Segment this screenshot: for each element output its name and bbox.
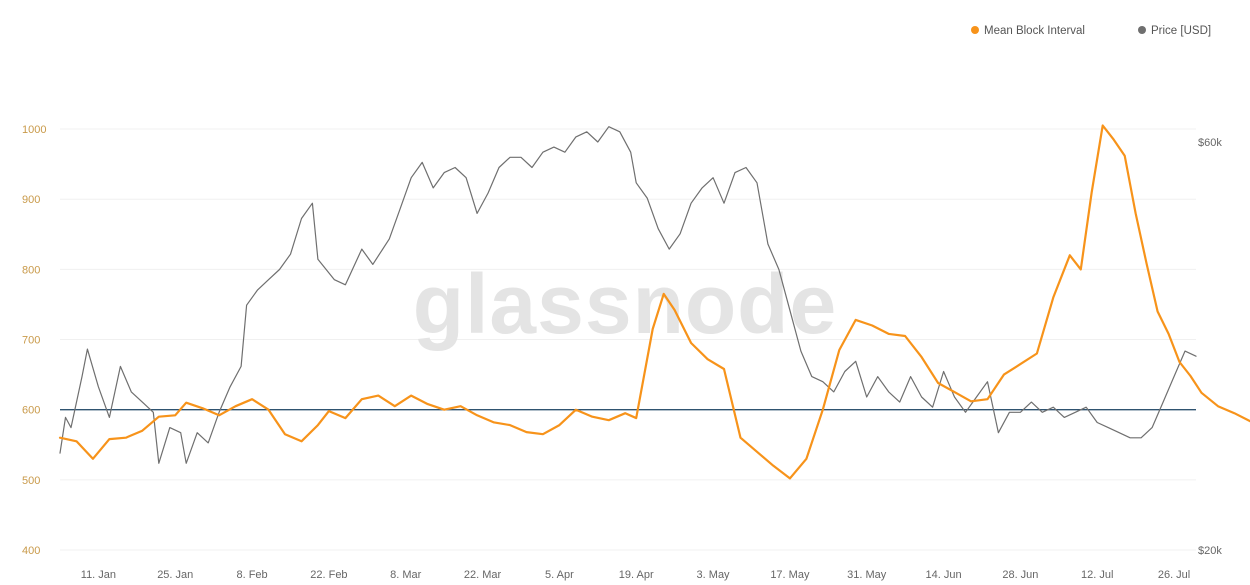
x-tick-label: 3. May — [697, 569, 731, 581]
y-left-tick-label: 1000 — [22, 124, 46, 136]
legend-label: Price [USD] — [1151, 25, 1211, 37]
y-left-tick-label: 600 — [22, 405, 40, 417]
x-tick-label: 19. Apr — [619, 569, 654, 581]
series-layer — [58, 124, 1250, 480]
watermark-logo: glassnode — [413, 257, 837, 351]
series-line-price-usd[interactable] — [59, 126, 1197, 464]
x-tick-label: 8. Feb — [236, 569, 267, 581]
x-tick-label: 31. May — [847, 569, 887, 581]
y-left-tick-label: 800 — [22, 264, 40, 276]
x-tick-label: 8. Mar — [390, 569, 422, 581]
y-right-tick-label: $60k — [1198, 137, 1222, 149]
x-tick-label: 12. Jul — [1081, 569, 1113, 581]
axis-labels: 11. Jan 25. Jan 8. Feb 22. Feb 8. Mar 22. Mar… — [22, 124, 1222, 581]
x-tick-label: 22. Mar — [464, 569, 502, 581]
legend[interactable]: Mean Block Interval Price [USD] — [971, 25, 1211, 37]
legend-item-mean-block-interval[interactable]: Mean Block Interval — [971, 25, 1085, 37]
x-tick-label: 28. Jun — [1002, 569, 1038, 581]
legend-marker — [1138, 26, 1146, 34]
x-tick-label: 22. Feb — [310, 569, 347, 581]
y-right-tick-label: $20k — [1198, 545, 1222, 557]
legend-label: Mean Block Interval — [984, 25, 1085, 37]
x-tick-label: 17. May — [770, 569, 810, 581]
y-left-tick-label: 700 — [22, 335, 40, 347]
x-tick-label: 26. Jul — [1158, 569, 1190, 581]
x-tick-label: 11. Jan — [81, 569, 116, 581]
x-tick-label: 25. Jan — [157, 569, 193, 581]
legend-marker — [971, 26, 979, 34]
x-tick-label: 14. Jun — [926, 569, 962, 581]
x-tick-label: 5. Apr — [545, 569, 574, 581]
y-left-tick-label: 900 — [22, 194, 40, 206]
legend-item-price-usd[interactable]: Price [USD] — [1138, 25, 1211, 37]
y-left-tick-label: 400 — [22, 545, 40, 557]
y-left-tick-label: 500 — [22, 475, 40, 487]
series-line-mean-block-interval[interactable] — [58, 124, 1250, 480]
